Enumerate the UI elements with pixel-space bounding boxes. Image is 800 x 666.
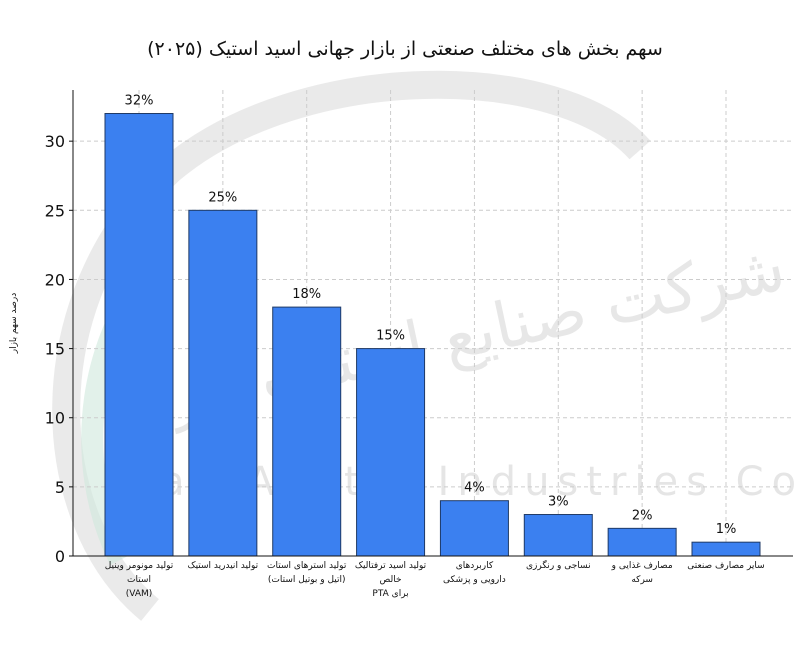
value-label: 18% — [292, 287, 321, 302]
value-label: 4% — [464, 481, 485, 496]
x-tick-label: سایر مصارف صنعتی — [687, 561, 765, 571]
bar — [356, 348, 426, 557]
x-tick-label: تولید انیدرید استیک — [187, 561, 259, 571]
y-tick-label: 10 — [45, 409, 65, 428]
value-label: 2% — [632, 508, 653, 523]
y-tick-label: 0 — [55, 547, 65, 566]
x-tick-label: کاربردهای دارویی و پزشکی — [443, 561, 506, 585]
chart-title: سهم بخش های مختلف صنعتی از بازار جهانی ا… — [147, 38, 663, 60]
bar — [607, 527, 677, 557]
bar — [104, 113, 174, 557]
bar — [439, 500, 509, 557]
value-label: 32% — [125, 94, 154, 109]
y-axis-label: درصد سهم بازار — [9, 293, 19, 355]
bar — [691, 541, 761, 557]
x-tick-label: تولید استرهای استات (اتیل و بوتیل استات) — [267, 561, 347, 585]
value-label: 15% — [376, 329, 405, 344]
bar — [188, 209, 258, 557]
value-label: 1% — [716, 522, 737, 537]
bar — [272, 306, 342, 557]
value-label: 3% — [548, 495, 569, 510]
x-tick-label: نساجی و رنگرزی — [525, 561, 591, 571]
x-tick-label: مصارف غذایی و سرکه — [611, 561, 673, 585]
y-tick-label: 30 — [45, 132, 65, 151]
y-tick-label: 5 — [55, 478, 65, 497]
value-label: 25% — [208, 190, 237, 205]
y-tick-label: 25 — [45, 201, 65, 220]
x-tick-label: تولید اسید ترفتالیک خالص برای PTA — [354, 561, 427, 599]
y-tick-label: 15 — [45, 340, 65, 359]
x-tick-label: تولید مونومر وینیل استات (VAM) — [104, 561, 174, 599]
y-tick-label: 20 — [45, 270, 65, 289]
bar — [523, 514, 593, 557]
